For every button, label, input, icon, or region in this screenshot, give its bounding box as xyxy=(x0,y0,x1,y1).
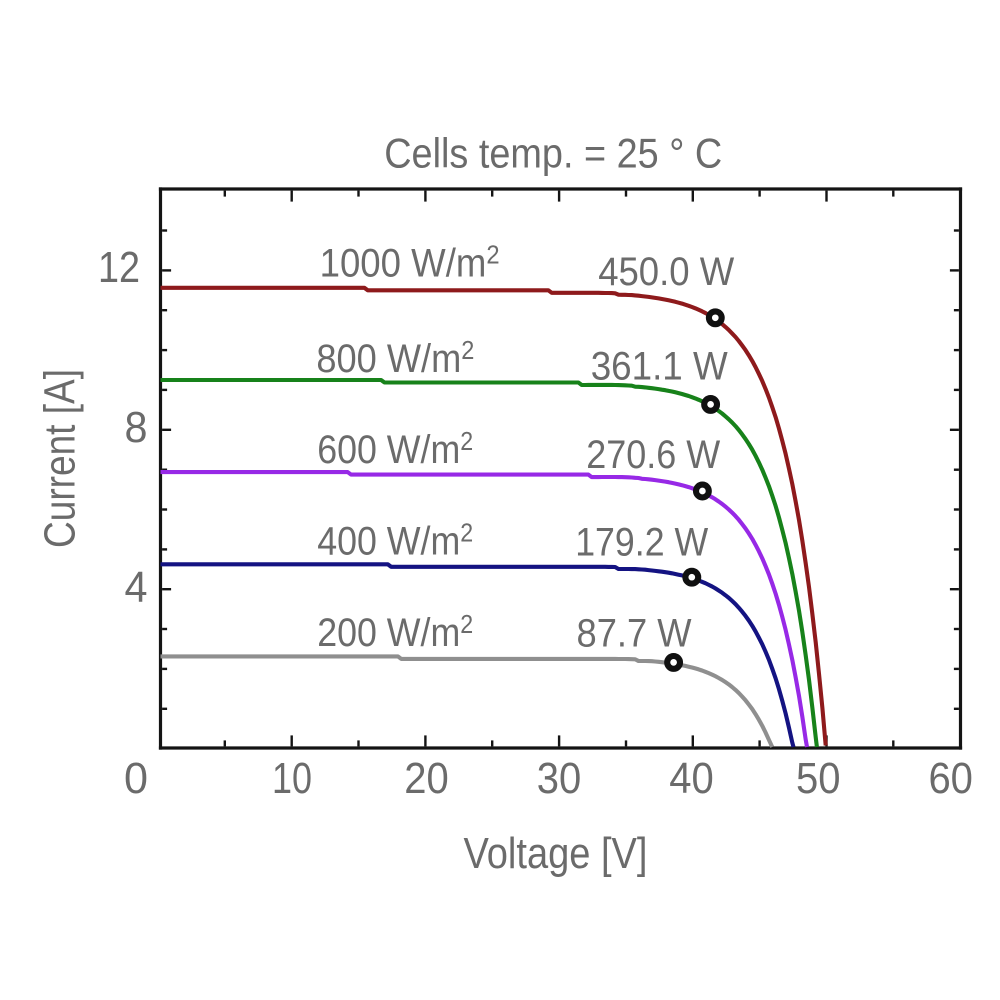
svg-text:361.1 W: 361.1 W xyxy=(591,344,728,388)
svg-text:87.7 W: 87.7 W xyxy=(577,612,692,656)
svg-text:20: 20 xyxy=(404,755,449,803)
svg-text:40: 40 xyxy=(669,755,714,803)
svg-text:0: 0 xyxy=(124,755,148,803)
svg-text:60: 60 xyxy=(928,755,973,803)
svg-text:10: 10 xyxy=(272,755,312,803)
svg-text:50: 50 xyxy=(796,755,841,803)
svg-text:Current [A]: Current [A] xyxy=(36,369,85,548)
svg-text:400 W/m2: 400 W/m2 xyxy=(317,518,473,564)
svg-text:270.6 W: 270.6 W xyxy=(586,433,720,477)
svg-text:450.0 W: 450.0 W xyxy=(598,250,734,294)
svg-text:800 W/m2: 800 W/m2 xyxy=(316,335,474,381)
svg-text:600 W/m2: 600 W/m2 xyxy=(317,426,473,472)
svg-text:4: 4 xyxy=(125,564,148,612)
svg-text:179.2 W: 179.2 W xyxy=(575,521,708,565)
svg-text:8: 8 xyxy=(125,404,148,452)
svg-text:200 W/m2: 200 W/m2 xyxy=(317,609,473,655)
svg-text:Voltage [V]: Voltage [V] xyxy=(464,829,648,878)
svg-text:1000 W/m2: 1000 W/m2 xyxy=(320,240,500,286)
svg-text:Cells temp. = 25 ° C: Cells temp. = 25 ° C xyxy=(384,130,722,177)
svg-text:30: 30 xyxy=(537,755,582,803)
svg-text:12: 12 xyxy=(98,244,140,292)
